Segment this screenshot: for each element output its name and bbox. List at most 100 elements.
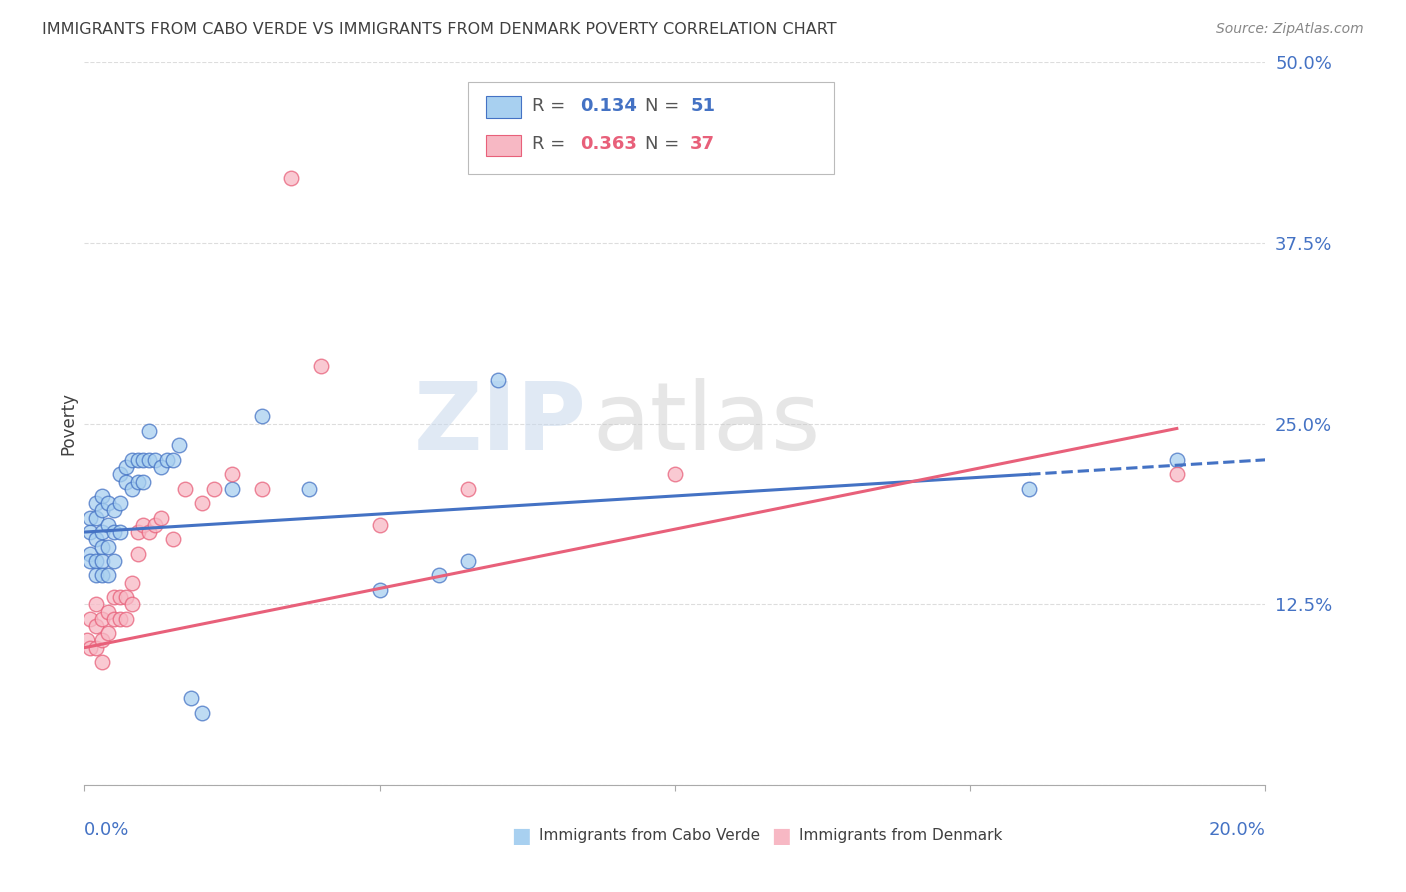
Point bbox=[368, 517, 391, 532]
Point bbox=[103, 524, 125, 539]
Point bbox=[114, 475, 136, 489]
Text: 0.0%: 0.0% bbox=[84, 821, 129, 839]
Point bbox=[103, 612, 125, 626]
Point bbox=[79, 640, 101, 655]
Point bbox=[368, 582, 391, 597]
Point bbox=[127, 475, 149, 489]
Point bbox=[191, 496, 214, 510]
Point bbox=[84, 598, 107, 612]
Text: Immigrants from Cabo Verde: Immigrants from Cabo Verde bbox=[538, 828, 761, 843]
Point bbox=[103, 503, 125, 517]
Point bbox=[84, 510, 107, 524]
Point bbox=[84, 568, 107, 582]
Point bbox=[127, 452, 149, 467]
Point bbox=[114, 460, 136, 475]
Point bbox=[167, 438, 190, 452]
Text: atlas: atlas bbox=[592, 377, 821, 470]
Point bbox=[143, 452, 166, 467]
Point bbox=[664, 467, 686, 482]
Text: 0.134: 0.134 bbox=[581, 97, 637, 115]
Point bbox=[202, 482, 225, 496]
Point bbox=[150, 510, 173, 524]
Point bbox=[97, 540, 120, 554]
Point bbox=[84, 640, 107, 655]
Point bbox=[121, 482, 143, 496]
Point bbox=[457, 482, 479, 496]
Point bbox=[132, 517, 155, 532]
Point bbox=[127, 547, 149, 561]
Point bbox=[91, 568, 114, 582]
Point bbox=[114, 612, 136, 626]
Point bbox=[121, 452, 143, 467]
Point bbox=[121, 598, 143, 612]
Text: ■: ■ bbox=[772, 825, 792, 846]
Point bbox=[221, 482, 243, 496]
Text: N =: N = bbox=[645, 135, 685, 153]
Y-axis label: Poverty: Poverty bbox=[59, 392, 77, 455]
Point bbox=[486, 373, 509, 387]
Point bbox=[79, 554, 101, 568]
Point bbox=[1166, 467, 1188, 482]
Point bbox=[91, 655, 114, 669]
Point bbox=[457, 554, 479, 568]
Point bbox=[127, 524, 149, 539]
Text: 20.0%: 20.0% bbox=[1209, 821, 1265, 839]
Point bbox=[132, 452, 155, 467]
Point bbox=[191, 706, 214, 720]
Point bbox=[1166, 452, 1188, 467]
Text: N =: N = bbox=[645, 97, 685, 115]
Point bbox=[91, 612, 114, 626]
Text: Source: ZipAtlas.com: Source: ZipAtlas.com bbox=[1216, 22, 1364, 37]
Point bbox=[97, 605, 120, 619]
Text: 0.363: 0.363 bbox=[581, 135, 637, 153]
Point bbox=[97, 496, 120, 510]
Point bbox=[138, 424, 160, 438]
FancyBboxPatch shape bbox=[486, 96, 522, 118]
Point bbox=[97, 626, 120, 640]
Point bbox=[84, 619, 107, 633]
Point bbox=[84, 554, 107, 568]
Point bbox=[132, 475, 155, 489]
Point bbox=[156, 452, 179, 467]
FancyBboxPatch shape bbox=[486, 135, 522, 156]
Point bbox=[138, 452, 160, 467]
Point bbox=[97, 568, 120, 582]
Point bbox=[162, 533, 184, 547]
Point bbox=[84, 496, 107, 510]
Point bbox=[162, 452, 184, 467]
Text: 37: 37 bbox=[690, 135, 716, 153]
Point bbox=[121, 575, 143, 590]
Point bbox=[138, 524, 160, 539]
Point bbox=[79, 612, 101, 626]
Text: ■: ■ bbox=[512, 825, 531, 846]
Point bbox=[91, 633, 114, 648]
Point bbox=[250, 482, 273, 496]
Text: R =: R = bbox=[531, 135, 571, 153]
Point bbox=[108, 467, 131, 482]
Point bbox=[103, 590, 125, 604]
Point bbox=[103, 554, 125, 568]
FancyBboxPatch shape bbox=[468, 82, 834, 175]
Point bbox=[91, 540, 114, 554]
Point bbox=[108, 590, 131, 604]
Point bbox=[250, 409, 273, 424]
Point bbox=[221, 467, 243, 482]
Point bbox=[309, 359, 332, 373]
Point bbox=[1018, 482, 1040, 496]
Text: 51: 51 bbox=[690, 97, 716, 115]
Point bbox=[114, 590, 136, 604]
Point bbox=[97, 517, 120, 532]
Point bbox=[427, 568, 450, 582]
Point bbox=[108, 612, 131, 626]
Point bbox=[173, 482, 195, 496]
Point bbox=[79, 524, 101, 539]
Point bbox=[143, 517, 166, 532]
Point bbox=[108, 524, 131, 539]
Point bbox=[84, 533, 107, 547]
Point bbox=[79, 547, 101, 561]
Text: Immigrants from Denmark: Immigrants from Denmark bbox=[799, 828, 1002, 843]
Point bbox=[298, 482, 321, 496]
Point bbox=[79, 510, 101, 524]
Point bbox=[280, 171, 302, 186]
Text: ZIP: ZIP bbox=[413, 377, 586, 470]
